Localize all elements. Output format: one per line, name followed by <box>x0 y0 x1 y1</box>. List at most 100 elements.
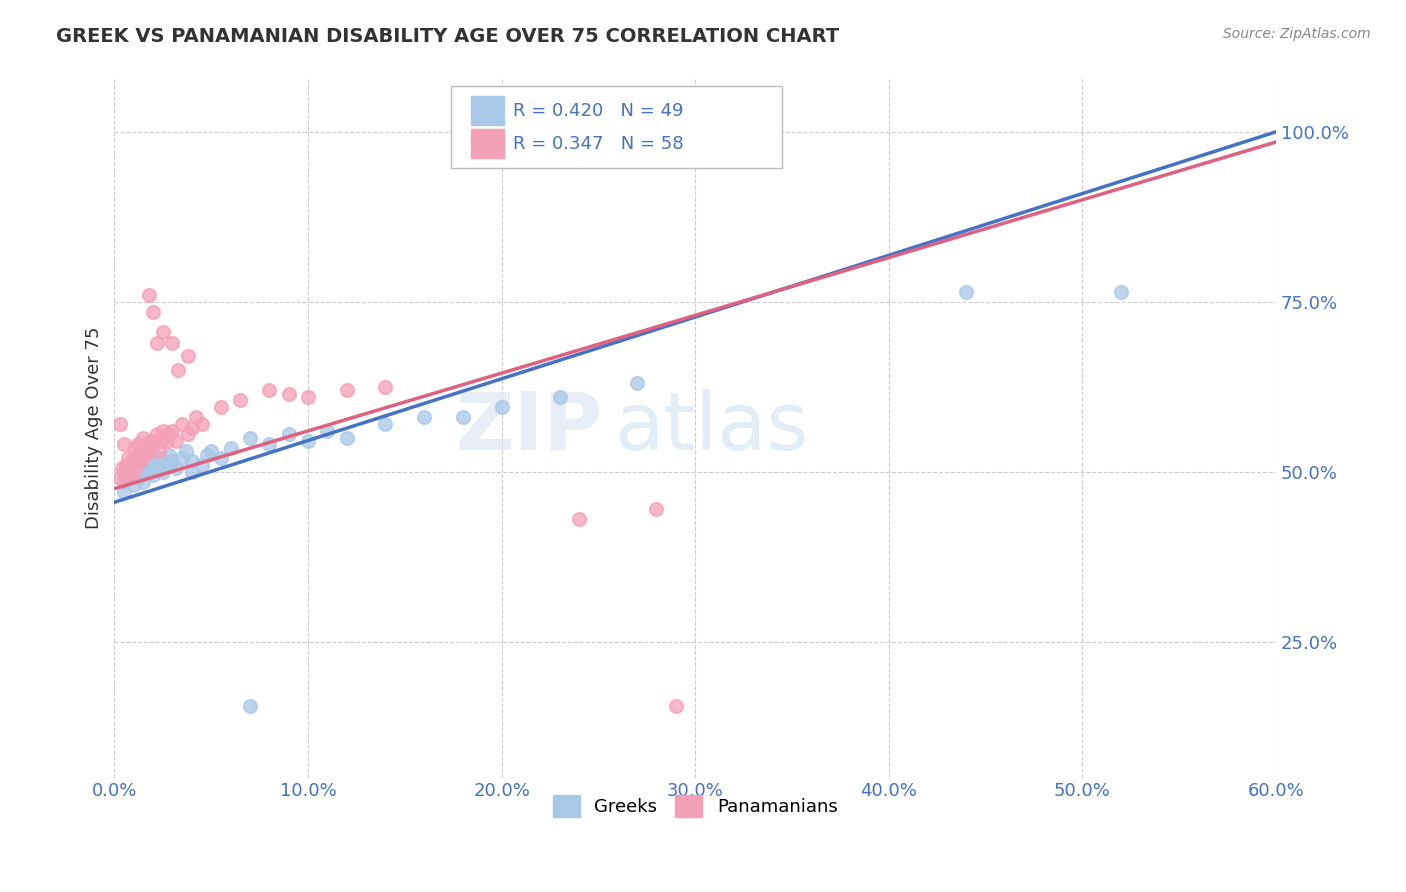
Point <box>190 417 212 431</box>
Point <box>110 417 132 431</box>
Point <box>142 437 165 451</box>
FancyBboxPatch shape <box>451 86 782 169</box>
Point <box>117 461 139 475</box>
Point <box>122 465 145 479</box>
Point <box>131 451 153 466</box>
Point <box>146 427 169 442</box>
Point <box>112 437 135 451</box>
Point <box>128 444 150 458</box>
Point <box>115 458 138 472</box>
Point <box>132 441 155 455</box>
Point <box>128 468 150 483</box>
Point <box>128 454 150 468</box>
Point <box>112 485 135 500</box>
Point <box>138 444 160 458</box>
Point <box>127 448 149 462</box>
Point <box>118 468 141 483</box>
Point <box>626 376 648 391</box>
Point <box>374 380 396 394</box>
Point <box>138 288 160 302</box>
Point <box>174 444 197 458</box>
Point <box>548 390 571 404</box>
Point <box>152 424 174 438</box>
Point <box>219 441 242 455</box>
Point <box>645 502 668 516</box>
Point <box>165 434 187 449</box>
Point <box>125 458 148 472</box>
Point <box>136 437 159 451</box>
Point <box>117 471 139 485</box>
Point <box>111 461 134 475</box>
Point <box>122 454 145 468</box>
Point <box>665 699 688 714</box>
Point <box>122 451 145 466</box>
Point <box>142 458 165 472</box>
Point <box>127 461 149 475</box>
Point <box>132 431 155 445</box>
Text: atlas: atlas <box>614 389 808 467</box>
Point <box>209 451 232 466</box>
Text: R = 0.347   N = 58: R = 0.347 N = 58 <box>513 135 683 153</box>
Text: GREEK VS PANAMANIAN DISABILITY AGE OVER 75 CORRELATION CHART: GREEK VS PANAMANIAN DISABILITY AGE OVER … <box>56 27 839 45</box>
Point <box>110 471 132 485</box>
Point <box>132 458 155 472</box>
Point <box>156 458 179 472</box>
Point <box>157 427 180 442</box>
Point <box>138 454 160 468</box>
Point <box>121 454 143 468</box>
Point <box>146 335 169 350</box>
Point <box>336 431 359 445</box>
Point <box>413 410 436 425</box>
Point <box>122 441 145 455</box>
Point <box>165 461 187 475</box>
Point <box>162 335 184 350</box>
Point <box>167 362 190 376</box>
FancyBboxPatch shape <box>471 95 503 125</box>
Point <box>451 410 474 425</box>
Point <box>297 434 319 449</box>
Point <box>568 512 591 526</box>
Point <box>141 434 163 449</box>
Point <box>148 451 170 466</box>
Point <box>118 468 141 483</box>
Point <box>177 349 200 363</box>
Y-axis label: Disability Age Over 75: Disability Age Over 75 <box>86 326 103 529</box>
Text: R = 0.420   N = 49: R = 0.420 N = 49 <box>513 102 683 120</box>
Point <box>172 451 194 466</box>
Point <box>180 420 202 434</box>
Point <box>184 410 207 425</box>
Point <box>112 465 135 479</box>
Point <box>142 468 165 483</box>
Point <box>259 383 281 397</box>
Point <box>297 390 319 404</box>
Point <box>239 699 262 714</box>
Point <box>200 444 222 458</box>
Point <box>374 417 396 431</box>
Point <box>162 454 184 468</box>
Legend: Greeks, Panamanians: Greeks, Panamanians <box>546 788 845 824</box>
Point <box>180 454 202 468</box>
Point <box>259 437 281 451</box>
Point <box>132 475 155 489</box>
Point <box>142 305 165 319</box>
Point <box>134 448 156 462</box>
Point <box>122 465 145 479</box>
Point <box>152 465 174 479</box>
Point <box>127 437 149 451</box>
Point <box>156 434 179 449</box>
Point <box>229 393 252 408</box>
Point <box>152 326 174 340</box>
Point <box>316 424 339 438</box>
Point <box>136 465 159 479</box>
Point <box>157 448 180 462</box>
Point <box>336 383 359 397</box>
Point <box>112 465 135 479</box>
Point <box>491 400 513 414</box>
Point <box>148 444 170 458</box>
Point <box>195 448 218 462</box>
Point <box>146 461 169 475</box>
Text: ZIP: ZIP <box>456 389 602 467</box>
Point <box>162 424 184 438</box>
Point <box>112 475 135 489</box>
Text: Source: ZipAtlas.com: Source: ZipAtlas.com <box>1223 27 1371 41</box>
